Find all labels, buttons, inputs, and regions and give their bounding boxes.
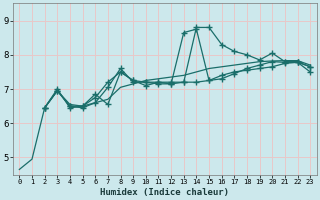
X-axis label: Humidex (Indice chaleur): Humidex (Indice chaleur) [100, 188, 229, 197]
